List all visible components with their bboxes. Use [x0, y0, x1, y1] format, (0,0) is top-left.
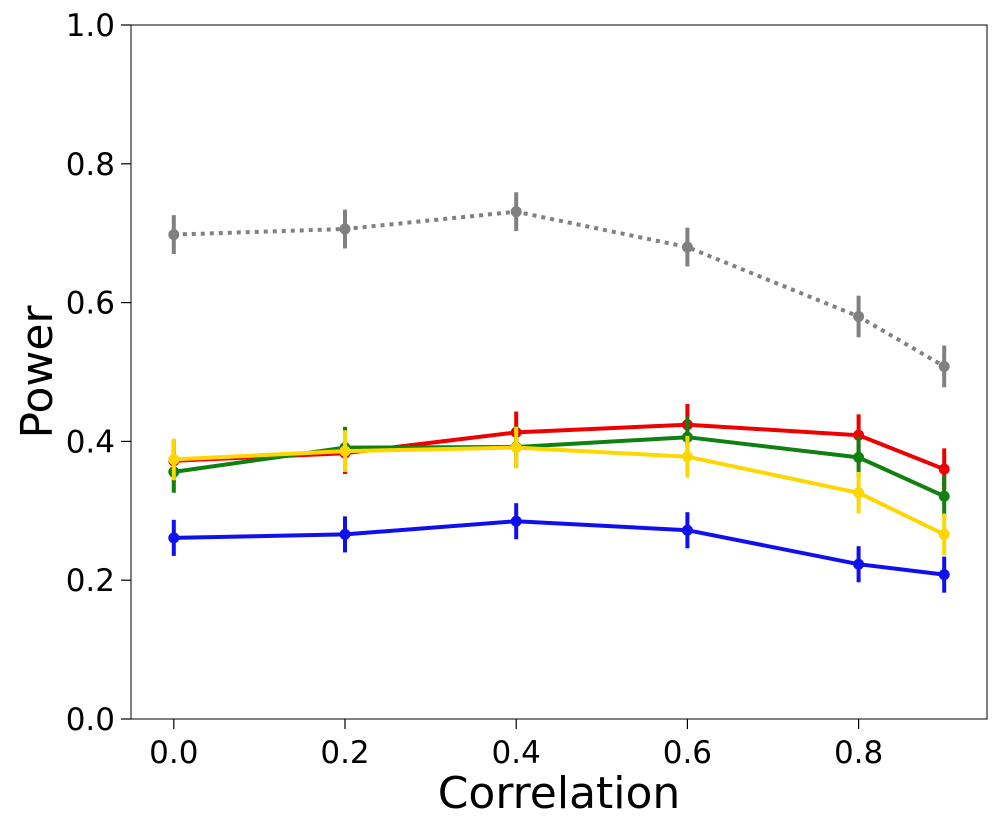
x-tick-label: 0.6 [663, 735, 712, 771]
data-point [853, 451, 865, 463]
data-point [681, 524, 693, 536]
data-point [853, 558, 865, 570]
data-point [853, 310, 865, 322]
data-point [681, 451, 693, 463]
series-gray-dotted [168, 192, 950, 388]
series-yellow [168, 426, 950, 556]
y-axis-label: Power [12, 305, 63, 439]
y-tick-label: 0.8 [66, 147, 115, 183]
series-line-yellow [173, 445, 946, 537]
x-tick-label: 0.8 [834, 735, 883, 771]
series-line-gray-dotted [173, 209, 946, 369]
y-tick-label: 1.0 [66, 8, 115, 44]
data-point [168, 229, 180, 241]
y-tick-label: 0.4 [66, 424, 115, 460]
series-layer [168, 192, 950, 593]
x-tick-label: 0.4 [492, 735, 541, 771]
data-point [510, 515, 522, 527]
y-tick-label: 0.2 [66, 563, 115, 599]
x-tick-label: 0.0 [149, 735, 198, 771]
data-point [938, 528, 950, 540]
data-point [168, 532, 180, 544]
data-point [168, 453, 180, 465]
data-point [510, 442, 522, 454]
data-point [853, 429, 865, 441]
ticks-layer: 0.0 0.2 0.4 0.6 0.8 1.0 0.0 0.2 0.4 0.6 0.8 [66, 8, 884, 771]
data-point [339, 528, 351, 540]
data-point [339, 223, 351, 235]
data-point [681, 241, 693, 253]
data-point [938, 569, 950, 581]
x-axis-label: Correlation [438, 768, 681, 819]
series-red [168, 403, 950, 490]
data-point [938, 490, 950, 502]
data-point [510, 206, 522, 218]
data-point [339, 445, 351, 457]
plot-frame [130, 24, 988, 720]
series-line-red [173, 422, 945, 472]
series-line-blue [173, 519, 945, 577]
x-tick-label: 0.2 [320, 735, 369, 771]
series-blue [168, 503, 950, 593]
y-tick-label: 0.0 [66, 702, 115, 738]
y-tick-label: 0.6 [66, 286, 115, 322]
data-point [938, 360, 950, 372]
data-point [938, 463, 950, 475]
data-point [853, 487, 865, 499]
